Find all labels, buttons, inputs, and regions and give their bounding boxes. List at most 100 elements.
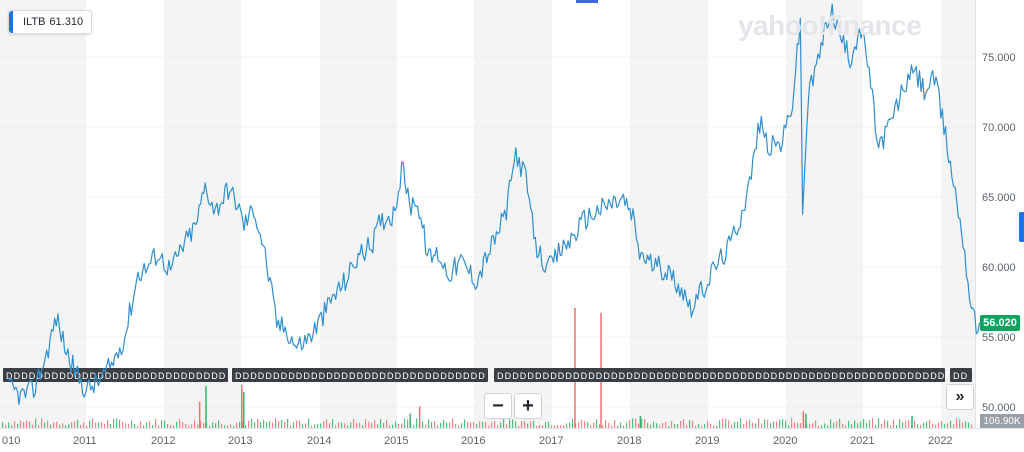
event-marker-icon: D (961, 371, 968, 381)
volume-bar (341, 422, 343, 428)
volume-bar (458, 425, 460, 428)
volume-bar (311, 425, 313, 428)
event-marker-icon: D (907, 371, 914, 381)
event-marker-icon: D (281, 371, 288, 381)
volume-bar (884, 419, 886, 428)
event-marker-icon: D (296, 371, 303, 381)
event-marker-icon: D (112, 371, 119, 381)
event-marker-icon: D (885, 371, 892, 381)
volume-bar (290, 425, 292, 428)
volume-bar (35, 418, 37, 428)
volume-bar (107, 420, 109, 428)
volume-bar (707, 421, 709, 428)
volume-bar (596, 419, 598, 428)
event-marker-icon: D (717, 371, 724, 381)
volume-bar (566, 423, 568, 428)
event-marker-icon: D (67, 371, 74, 381)
x-tick-label: 010 (2, 435, 20, 447)
expand-events-icon[interactable]: » (946, 384, 974, 410)
volume-bar (629, 419, 631, 428)
x-tick-label: 2020 (773, 435, 797, 447)
event-marker-icon: D (334, 371, 341, 381)
volume-bar (929, 419, 931, 428)
event-marker-icon: D (748, 371, 755, 381)
volume-bar (797, 422, 799, 428)
volume-bar (635, 418, 637, 428)
volume-bar (572, 418, 574, 428)
range-selector-tab[interactable] (576, 0, 598, 3)
volume-bar (41, 418, 43, 428)
y-tick-label: 50.000 (982, 402, 1016, 414)
event-marker-icon: D (573, 371, 580, 381)
volume-bar (392, 424, 394, 428)
y-axis-drag-handle[interactable] (1019, 212, 1024, 242)
volume-bar (632, 418, 634, 428)
volume-bar (56, 421, 58, 428)
volume-bar (170, 424, 172, 428)
volume-bar (802, 411, 805, 428)
volume-bar (509, 419, 511, 428)
volume-bar (899, 419, 901, 428)
volume-bar (611, 425, 613, 428)
event-marker-icon: D (581, 371, 588, 381)
volume-bar (818, 425, 820, 428)
volume-bar (251, 418, 253, 428)
volume-bar (95, 422, 97, 428)
volume-bar (872, 418, 874, 428)
volume-bar (104, 423, 106, 428)
ticker-legend[interactable]: ILTB 61.310 (8, 10, 93, 34)
volume-bar (368, 421, 370, 428)
volume-bar (248, 420, 250, 428)
event-marker-icon: D (273, 371, 280, 381)
event-marker-icon: D (455, 371, 462, 381)
volume-bar (602, 425, 604, 428)
volume-bar (563, 425, 565, 428)
zoom-in-button[interactable]: + (514, 393, 542, 419)
volume-bar (770, 423, 772, 428)
volume-bar (215, 423, 217, 428)
volume-bar (620, 422, 622, 428)
volume-bar (731, 424, 733, 428)
event-marker-icon: D (440, 371, 447, 381)
volume-bar (815, 420, 817, 428)
volume-bar (680, 420, 682, 428)
volume-bar (836, 420, 838, 428)
volume-bar (917, 424, 919, 428)
volume-bar (428, 419, 430, 428)
event-marker-icon: D (520, 371, 527, 381)
volume-bar (548, 421, 550, 428)
volume-bar (962, 422, 964, 428)
volume-bar (155, 418, 157, 428)
event-marker-icon: D (135, 371, 142, 381)
volume-bar (659, 425, 661, 428)
yahoo-finance-watermark: yahoo!finance (738, 10, 922, 41)
event-marker-icon: D (150, 371, 157, 381)
volume-bar (809, 423, 811, 428)
volume-bar (473, 422, 475, 428)
volume-bar (503, 418, 505, 428)
zoom-out-button[interactable]: − (484, 393, 512, 419)
volume-bar (887, 420, 889, 428)
volume-bar (167, 424, 169, 428)
event-marker-icon: D (235, 371, 242, 381)
volume-bar (623, 425, 625, 428)
event-marker-icon: D (755, 371, 762, 381)
volume-bar (617, 425, 619, 428)
volume-bar (281, 419, 283, 428)
volume-bar (29, 421, 31, 428)
volume-bar (425, 425, 427, 428)
volume-bar (728, 420, 730, 428)
event-marker-icon: D (809, 371, 816, 381)
volume-bar (851, 424, 853, 428)
x-tick-label: 2022 (928, 435, 952, 447)
volume-bar (98, 422, 100, 428)
volume-bar (308, 418, 310, 428)
event-marker-icon: D (641, 371, 648, 381)
volume-bar (968, 422, 970, 428)
volume-bar (449, 422, 451, 428)
volume-bar (506, 424, 508, 428)
event-marker-icon: D (619, 371, 626, 381)
volume-bar (205, 386, 207, 428)
volume-bar (755, 423, 757, 428)
